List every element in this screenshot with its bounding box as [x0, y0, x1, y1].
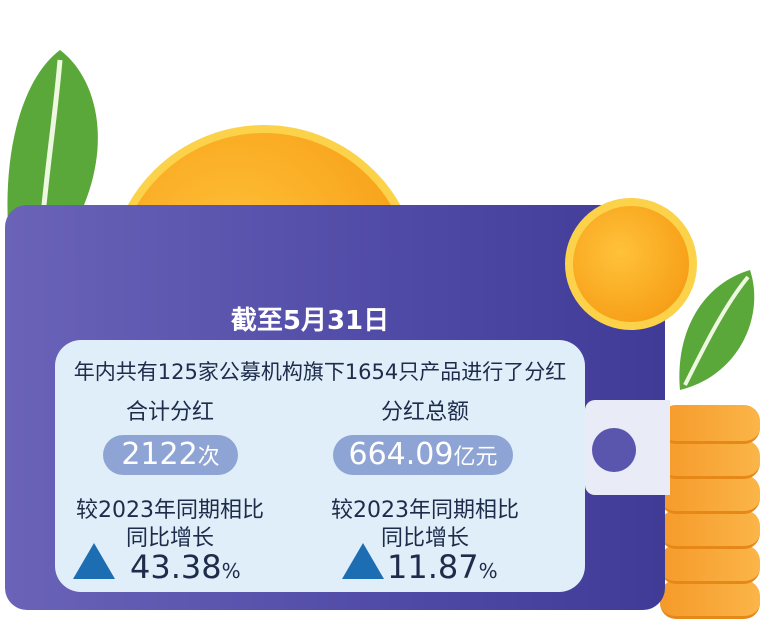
wallet-button [592, 428, 636, 472]
summary-text: 年内共有125家公募机构旗下1654只产品进行了分红 [73, 360, 567, 384]
right-label: 分红总额 [380, 400, 469, 425]
coin-stack-icon [660, 390, 760, 620]
triangle-up-icon [73, 543, 115, 579]
leaf-icon [679, 270, 755, 390]
dividend-amount-unit: 亿元 [453, 445, 498, 470]
dividend-count-pill: 2122次 [103, 435, 238, 475]
dividend-amount: 664.09 [348, 437, 454, 472]
left-growth-number: 43.38 [130, 548, 222, 586]
right-growth-number: 11.87 [387, 548, 479, 586]
right-growth-label: 同比增长 [380, 526, 469, 551]
coin-icon [565, 198, 697, 330]
left-label: 合计分红 [125, 400, 214, 425]
dividend-count: 2122 [121, 437, 198, 472]
dividend-count-unit: 次 [197, 445, 220, 470]
left-growth-value: 43.38% [130, 548, 241, 586]
date-title: 截至5月31日 [230, 306, 390, 336]
right-compare: 较2023年同期相比 [331, 498, 519, 523]
triangle-up-icon [342, 543, 384, 579]
dividend-amount-pill: 664.09亿元 [333, 435, 513, 475]
left-compare: 较2023年同期相比 [76, 498, 264, 523]
left-growth-label: 同比增长 [125, 526, 214, 551]
right-growth-value: 11.87% [387, 548, 498, 586]
right-growth-unit: % [478, 559, 498, 583]
left-growth-unit: % [221, 559, 241, 583]
